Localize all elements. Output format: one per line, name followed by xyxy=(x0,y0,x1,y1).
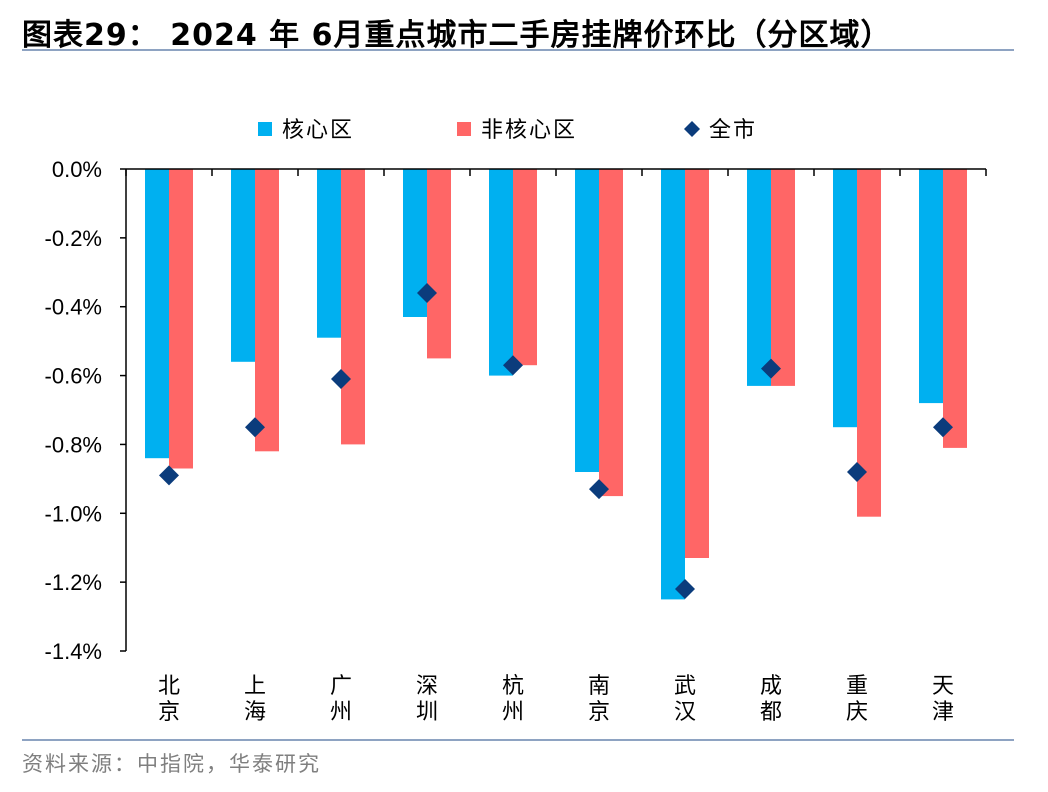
axes-layer: 0.0% -0.2% -0.4% -0.6% -0.8% -1.0% -1.2% -1.4% 北… xyxy=(45,157,987,725)
category-label-8-1: 庆 xyxy=(846,700,868,725)
noncore-bar-3 xyxy=(427,169,451,359)
noncore-bar-2 xyxy=(341,169,365,445)
core-bar-1 xyxy=(231,169,255,362)
y-tick-label-1: -0.2% xyxy=(45,226,102,251)
noncore-bar-5 xyxy=(599,169,623,497)
citywide-marker-6 xyxy=(675,579,695,600)
category-label-1-1: 海 xyxy=(244,700,266,725)
legend-swatch-0 xyxy=(258,122,272,136)
y-tick-label-6: -1.2% xyxy=(45,570,102,595)
category-label-5-0: 南 xyxy=(588,674,610,699)
noncore-bar-8 xyxy=(857,169,881,517)
y-tick-label-5: -1.0% xyxy=(45,501,102,526)
core-bar-7 xyxy=(747,169,771,386)
category-label-2-0: 广 xyxy=(330,674,352,699)
y-tick-label-4: -0.8% xyxy=(45,432,102,457)
category-label-6-0: 武 xyxy=(674,674,696,699)
y-tick-label-7: -1.4% xyxy=(45,639,102,664)
category-label-4-0: 杭 xyxy=(502,674,524,699)
category-label-7-0: 成 xyxy=(760,674,782,699)
legend-label-0: 核心区 xyxy=(282,118,354,143)
noncore-bar-9 xyxy=(943,169,967,448)
category-label-4-1: 州 xyxy=(502,700,524,725)
core-bar-5 xyxy=(575,169,599,472)
category-label-9-0: 天 xyxy=(932,674,954,699)
core-bar-2 xyxy=(317,169,341,338)
noncore-bar-7 xyxy=(771,169,795,386)
category-label-9-1: 津 xyxy=(932,700,954,725)
noncore-bar-0 xyxy=(169,169,193,469)
legend-swatch-1 xyxy=(457,122,471,136)
category-label-5-1: 京 xyxy=(588,700,610,725)
noncore-bar-6 xyxy=(685,169,709,558)
y-tick-label-0: 0.0% xyxy=(52,157,102,182)
core-bar-9 xyxy=(919,169,943,404)
citywide-marker-5 xyxy=(589,479,609,500)
legend-label-2: 全市 xyxy=(709,118,757,143)
core-bar-6 xyxy=(661,169,685,600)
noncore-bar-1 xyxy=(255,169,279,452)
category-label-3-0: 深 xyxy=(416,674,438,699)
footer-divider xyxy=(22,739,1014,741)
chart-title: 图表29： 2024 年 6月重点城市二手房挂牌价环比（分区域） xyxy=(22,18,892,53)
legend-label-1: 非核心区 xyxy=(481,118,577,143)
category-label-8-0: 重 xyxy=(846,674,868,699)
category-label-0-0: 北 xyxy=(158,674,180,699)
category-label-6-1: 汉 xyxy=(674,700,696,725)
y-tick-label-2: -0.4% xyxy=(45,295,102,320)
core-bar-8 xyxy=(833,169,857,428)
citywide-marker-0 xyxy=(159,465,179,486)
bars-layer xyxy=(145,169,967,600)
y-tick-label-3: -0.6% xyxy=(45,364,102,389)
markers-layer xyxy=(159,282,953,600)
citywide-marker-2 xyxy=(331,369,351,390)
core-bar-4 xyxy=(489,169,513,376)
citywide-marker-4 xyxy=(503,355,523,376)
category-label-7-1: 都 xyxy=(760,700,782,725)
citywide-marker-3 xyxy=(417,282,437,303)
category-label-3-1: 圳 xyxy=(416,700,438,725)
citywide-marker-9 xyxy=(933,417,953,438)
citywide-marker-8 xyxy=(847,461,867,482)
category-label-1-0: 上 xyxy=(244,674,266,699)
category-label-2-1: 州 xyxy=(330,700,352,725)
noncore-bar-4 xyxy=(513,169,537,366)
citywide-marker-7 xyxy=(761,358,781,379)
legend: 核心区 非核心区 全市 xyxy=(258,118,757,143)
source-note: 资料来源：中指院，华泰研究 xyxy=(22,752,321,776)
citywide-marker-1 xyxy=(245,417,265,438)
title-divider xyxy=(22,49,1014,51)
core-bar-0 xyxy=(145,169,169,459)
category-label-0-1: 京 xyxy=(158,700,180,725)
legend-swatch-2 xyxy=(684,121,700,137)
